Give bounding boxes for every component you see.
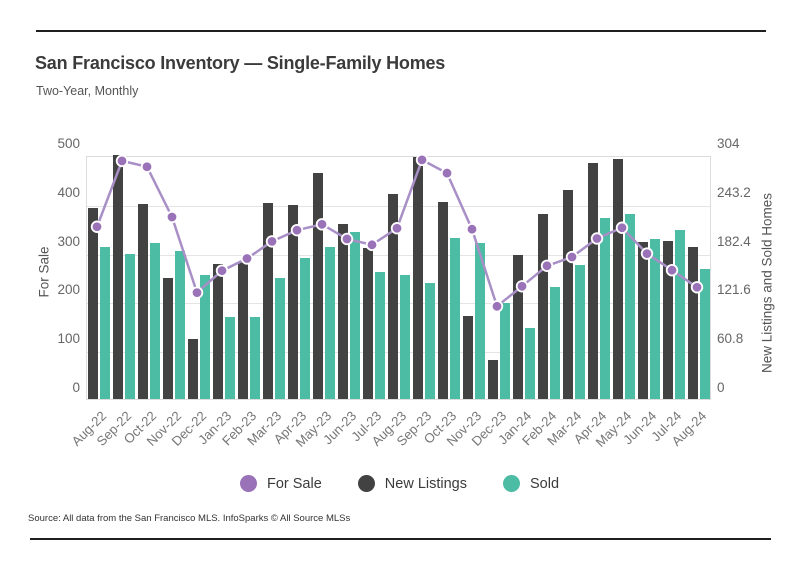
bar-sold bbox=[174, 250, 185, 399]
bar-sold bbox=[674, 230, 685, 399]
bar-new-listings bbox=[462, 316, 473, 399]
bar-new-listings bbox=[537, 214, 548, 399]
bar-new-listings bbox=[412, 156, 423, 399]
bar-sold bbox=[549, 286, 560, 399]
left-axis-tick-label: 400 bbox=[57, 184, 80, 200]
gridline bbox=[87, 352, 710, 354]
bar-new-listings bbox=[387, 194, 398, 399]
bar-new-listings bbox=[587, 163, 598, 399]
chart-subtitle: Two-Year, Monthly bbox=[36, 84, 139, 98]
bar-sold bbox=[399, 275, 410, 399]
left-axis-tick-label: 300 bbox=[57, 233, 80, 249]
legend-label-sold: Sold bbox=[529, 475, 560, 492]
bar-sold bbox=[574, 264, 585, 399]
bar-new-listings bbox=[662, 240, 673, 399]
left-axis-tick-label: 100 bbox=[57, 331, 80, 347]
bar-new-listings bbox=[637, 241, 648, 399]
bar-new-listings bbox=[262, 203, 273, 399]
right-axis-tick-label: 121.6 bbox=[717, 282, 751, 298]
right-axis-title: New Listings and Sold Homes bbox=[759, 192, 775, 374]
bar-sold bbox=[699, 268, 710, 399]
bar-sold bbox=[299, 257, 310, 399]
bar-sold bbox=[99, 246, 110, 399]
legend-item-new-listings: New Listings bbox=[357, 475, 467, 492]
bar-new-listings bbox=[87, 207, 98, 399]
bar-sold bbox=[649, 239, 660, 399]
right-axis-tick-label: 60.8 bbox=[717, 331, 744, 347]
right-axis-tick-label: 0 bbox=[717, 380, 725, 395]
left-axis-tick-label: 0 bbox=[72, 380, 80, 395]
source-note: Source: All data from the San Francisco … bbox=[28, 513, 351, 524]
left-axis-tick-label: 500 bbox=[57, 136, 80, 151]
bar-sold bbox=[149, 242, 160, 399]
left-axis-tick-label: 200 bbox=[57, 282, 80, 298]
bar-new-listings bbox=[287, 204, 298, 399]
bar-sold bbox=[424, 282, 435, 399]
legend-label-for-sale: For Sale bbox=[266, 475, 322, 492]
right-axis-tick-label: 243.2 bbox=[717, 184, 751, 200]
bar-sold bbox=[599, 217, 610, 399]
bar-new-listings bbox=[237, 261, 248, 399]
bottom-divider bbox=[30, 538, 771, 540]
bar-sold bbox=[124, 253, 135, 399]
legend-item-for-sale: For Sale bbox=[239, 475, 322, 492]
legend: For Sale New Listings Sold bbox=[0, 475, 799, 492]
bar-sold bbox=[199, 274, 210, 399]
bar-sold bbox=[499, 302, 510, 399]
bar-sold bbox=[374, 272, 385, 399]
bar-new-listings bbox=[437, 201, 448, 399]
right-axis-tick-label: 304 bbox=[717, 136, 740, 151]
bar-new-listings bbox=[487, 359, 498, 399]
bar-new-listings bbox=[187, 338, 198, 399]
bar-sold bbox=[624, 214, 635, 399]
legend-item-sold: Sold bbox=[502, 475, 560, 492]
legend-label-new-listings: New Listings bbox=[384, 475, 467, 492]
bar-sold bbox=[249, 317, 260, 399]
top-divider bbox=[36, 30, 766, 32]
bar-new-listings bbox=[112, 155, 123, 399]
bar-new-listings bbox=[687, 246, 698, 399]
bar-sold bbox=[449, 237, 460, 399]
bar-sold bbox=[349, 232, 360, 399]
new-listings-legend-dot-icon bbox=[357, 475, 375, 492]
bar-new-listings bbox=[512, 254, 523, 399]
sold-legend-dot-icon bbox=[502, 475, 520, 492]
bar-new-listings bbox=[362, 248, 373, 399]
plot-area bbox=[86, 155, 711, 400]
right-axis-tick-label: 182.4 bbox=[717, 233, 751, 249]
bar-sold bbox=[224, 317, 235, 399]
bar-sold bbox=[324, 246, 335, 399]
bar-new-listings bbox=[212, 264, 223, 399]
bar-sold bbox=[524, 327, 535, 399]
chart-title: San Francisco Inventory — Single-Family … bbox=[35, 53, 446, 73]
for-sale-legend-dot-icon bbox=[239, 475, 257, 492]
bar-new-listings bbox=[162, 277, 173, 399]
bar-new-listings bbox=[337, 224, 348, 399]
bar-sold bbox=[274, 277, 285, 399]
bar-sold bbox=[474, 242, 485, 399]
bar-new-listings bbox=[612, 159, 623, 399]
bar-new-listings bbox=[562, 189, 573, 399]
bar-new-listings bbox=[137, 203, 148, 399]
bar-new-listings bbox=[312, 172, 323, 399]
